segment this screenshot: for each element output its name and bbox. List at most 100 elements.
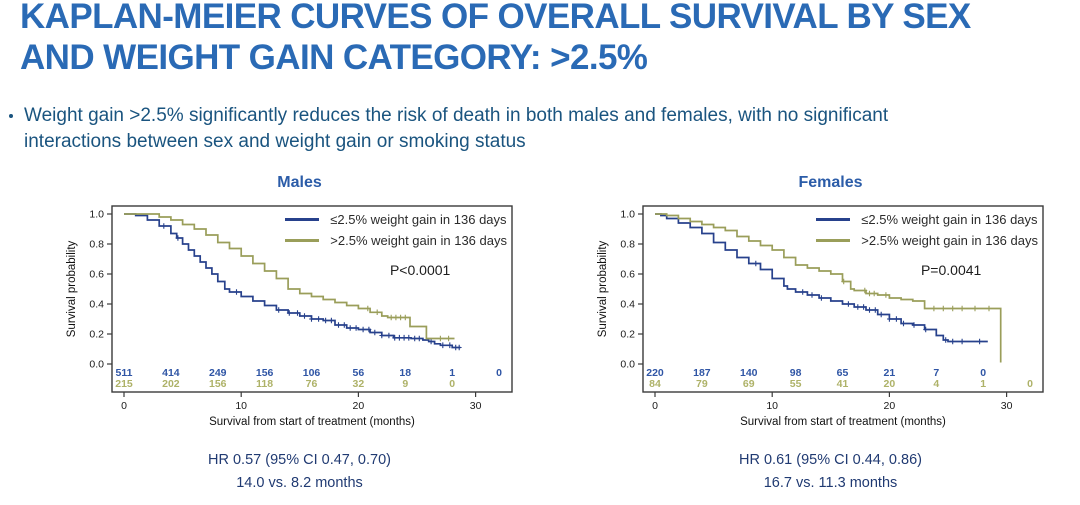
svg-text:187: 187 — [693, 367, 711, 379]
censor-mark — [901, 320, 906, 327]
svg-text:41: 41 — [837, 378, 849, 390]
x-axis-label: Survival from start of treatment (months… — [209, 416, 415, 428]
svg-text:4: 4 — [933, 378, 939, 390]
legend-label-gt25: >2.5% weight gain in 136 days — [861, 233, 1038, 248]
censor-mark — [161, 223, 167, 229]
svg-text:30: 30 — [1001, 400, 1013, 412]
svg-text:0: 0 — [496, 367, 502, 379]
censor-mark — [379, 332, 385, 339]
legend-item: ≤2.5% weight gain in 136 days — [816, 209, 1038, 230]
plot-frame — [111, 205, 513, 393]
legend-line-gt25-icon — [285, 239, 320, 242]
svg-text:1: 1 — [449, 367, 455, 379]
censor-mark — [295, 310, 300, 316]
censor-mark — [309, 316, 314, 322]
censor-mark — [416, 335, 422, 342]
censor-mark — [943, 337, 949, 343]
censor-mark — [398, 314, 403, 321]
censor-mark — [959, 338, 965, 345]
svg-text:0: 0 — [980, 367, 986, 379]
legend-males: ≤2.5% weight gain in 136 days >2.5% weig… — [285, 209, 507, 278]
legend-line-le25-icon — [285, 218, 320, 221]
censor-mark — [406, 334, 412, 341]
chart-title-females: Females — [798, 174, 863, 191]
svg-text:20: 20 — [884, 378, 896, 390]
censor-mark — [446, 335, 451, 342]
censor-mark — [950, 338, 956, 345]
censor-mark — [986, 305, 992, 312]
svg-text:202: 202 — [162, 378, 180, 390]
svg-text:10: 10 — [235, 400, 247, 412]
hr-line-males: HR 0.57 (95% CI 0.47, 0.70) — [208, 452, 391, 468]
censor-mark — [855, 304, 861, 310]
svg-text:106: 106 — [303, 367, 321, 379]
censor-mark — [931, 305, 937, 312]
series-1 — [124, 213, 455, 342]
svg-text:0.0: 0.0 — [89, 359, 104, 371]
censor-mark — [862, 287, 868, 294]
svg-text:0.4: 0.4 — [620, 299, 635, 311]
censor-mark — [347, 325, 353, 331]
svg-text:0.8: 0.8 — [620, 239, 635, 251]
censor-mark — [316, 316, 321, 322]
y-axis-label: Survival probability — [597, 240, 609, 337]
censor-mark — [302, 313, 307, 319]
censor-mark — [883, 292, 889, 298]
bullet-text: Weight gain >2.5% significantly reduces … — [24, 105, 889, 152]
censor-mark — [341, 322, 347, 328]
svg-text:414: 414 — [162, 367, 180, 379]
censor-mark — [360, 326, 366, 333]
y-axis-label: Survival probability — [66, 240, 78, 337]
svg-text:0.6: 0.6 — [620, 269, 635, 281]
svg-text:156: 156 — [256, 367, 274, 379]
km-chart-females: Females 0.0 0.2 0.4 0.6 0.8 1.0 Survival proba… — [593, 174, 1068, 495]
svg-text:84: 84 — [649, 378, 661, 390]
censor-mark — [286, 310, 292, 316]
svg-text:249: 249 — [209, 367, 227, 379]
at-risk-row-0: 220 187 140 98 65 21 7 0 — [646, 367, 986, 379]
censor-mark — [867, 307, 872, 313]
censor-mark — [753, 260, 759, 267]
at-risk-row-0: 511 414 249 156 106 56 18 1 0 — [116, 367, 503, 379]
svg-text:20: 20 — [353, 400, 365, 412]
censor-mark — [438, 335, 443, 342]
censor-mark — [336, 322, 341, 328]
svg-text:0.6: 0.6 — [89, 269, 104, 281]
p-value-males: P<0.0001 — [389, 262, 451, 278]
plot-wrap-males: 0.0 0.2 0.4 0.6 0.8 1.0 Survival probability 0 1… — [62, 196, 537, 431]
plot-wrap-females: 0.0 0.2 0.4 0.6 0.8 1.0 Survival probability 0 1… — [593, 196, 1068, 431]
censor-mark — [386, 332, 392, 339]
median-line-males: 14.0 vs. 8.2 months — [236, 475, 363, 491]
legend-label-gt25: >2.5% weight gain in 136 days — [330, 233, 507, 248]
svg-text:21: 21 — [884, 367, 896, 379]
svg-text:511: 511 — [116, 367, 133, 379]
censor-mark — [846, 301, 851, 307]
legend-label-le25: ≤2.5% weight gain in 136 days — [861, 212, 1038, 227]
svg-text:0.4: 0.4 — [89, 299, 104, 311]
km-curve-1 — [655, 213, 1002, 363]
svg-text:0.8: 0.8 — [89, 239, 104, 251]
chart-footer-males: HR 0.57 (95% CI 0.47, 0.70) 14.0 vs. 8.2… — [62, 449, 537, 495]
legend-item: >2.5% weight gain in 136 days — [285, 230, 507, 251]
svg-text:56: 56 — [353, 367, 365, 379]
bullet-dot — [9, 114, 13, 118]
svg-text:0: 0 — [1027, 378, 1033, 390]
charts-row: Males 0.0 0.2 0.4 0.6 0.8 1.0 Survival probabi… — [62, 174, 1068, 495]
svg-text:0: 0 — [449, 378, 455, 390]
censor-mark — [393, 314, 399, 321]
censor-mark — [911, 322, 917, 328]
censor-mark — [887, 316, 892, 322]
svg-text:10: 10 — [766, 400, 778, 412]
censor-mark — [800, 289, 806, 295]
censor-mark — [950, 305, 956, 312]
x-axis-label: Survival from start of treatment (months… — [740, 416, 946, 428]
censor-mark — [353, 325, 359, 331]
censor-mark — [861, 304, 866, 310]
censor-mark — [412, 335, 418, 342]
bullet-item: Weight gain >2.5% significantly reduces … — [8, 103, 1018, 155]
censor-mark — [923, 326, 929, 333]
legend-label-le25: ≤2.5% weight gain in 136 days — [330, 212, 507, 227]
